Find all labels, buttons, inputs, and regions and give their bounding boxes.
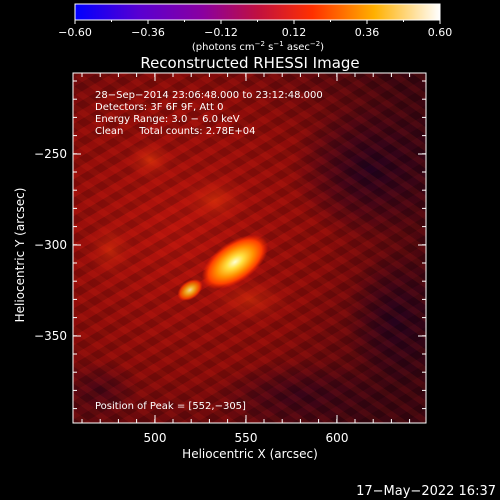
- plot-frame: [72, 72, 427, 424]
- plot-title: Reconstructed RHESSI Image: [140, 54, 359, 72]
- colorbar-tick-label: −0.12: [204, 26, 238, 39]
- x-tick-label: 500: [144, 431, 167, 445]
- y-axis-label: Heliocentric Y (arcsec): [13, 188, 27, 323]
- y-tick-label: −300: [34, 238, 67, 252]
- colorbar-tick-label: 0.12: [282, 26, 307, 39]
- info-line-detectors: Detectors: 3F 6F 9F, Att 0: [95, 102, 223, 113]
- colorbar-tick-label: −0.36: [131, 26, 165, 39]
- peak-position: Position of Peak = [552,−305]: [95, 401, 246, 412]
- y-tick-label: −250: [34, 147, 67, 161]
- flare-source: [201, 234, 269, 290]
- rhessi-image: [73, 73, 426, 423]
- colorbar: −0.60 −0.36 −0.12 0.12 0.36 0.60 (photon…: [58, 3, 453, 53]
- info-line-counts: Clean Total counts: 2.78E+04: [95, 126, 255, 137]
- colorbar-gradient: [74, 3, 441, 21]
- colorbar-ticks: [74, 20, 441, 24]
- x-tick-label: 600: [326, 431, 349, 445]
- x-axis-label: Heliocentric X (arcsec): [182, 447, 318, 461]
- colorbar-tick-label: −0.60: [58, 26, 92, 39]
- colorbar-tick-label: 0.36: [355, 26, 380, 39]
- x-tick-label: 550: [235, 431, 258, 445]
- timestamp: 17−May−2022 16:37: [356, 484, 496, 499]
- axis-ticks: [73, 73, 426, 423]
- y-tick-label: −350: [34, 329, 67, 343]
- colorbar-units: (photons cm−2 s−1 asec−2): [192, 40, 324, 53]
- info-line-energy: Energy Range: 3.0 − 6.0 keV: [95, 114, 240, 125]
- info-block: 28−Sep−2014 23:06:48.000 to 23:12:48.000…: [95, 90, 323, 137]
- colorbar-tick-label: 0.60: [428, 26, 453, 39]
- info-line-time: 28−Sep−2014 23:06:48.000 to 23:12:48.000: [95, 90, 323, 101]
